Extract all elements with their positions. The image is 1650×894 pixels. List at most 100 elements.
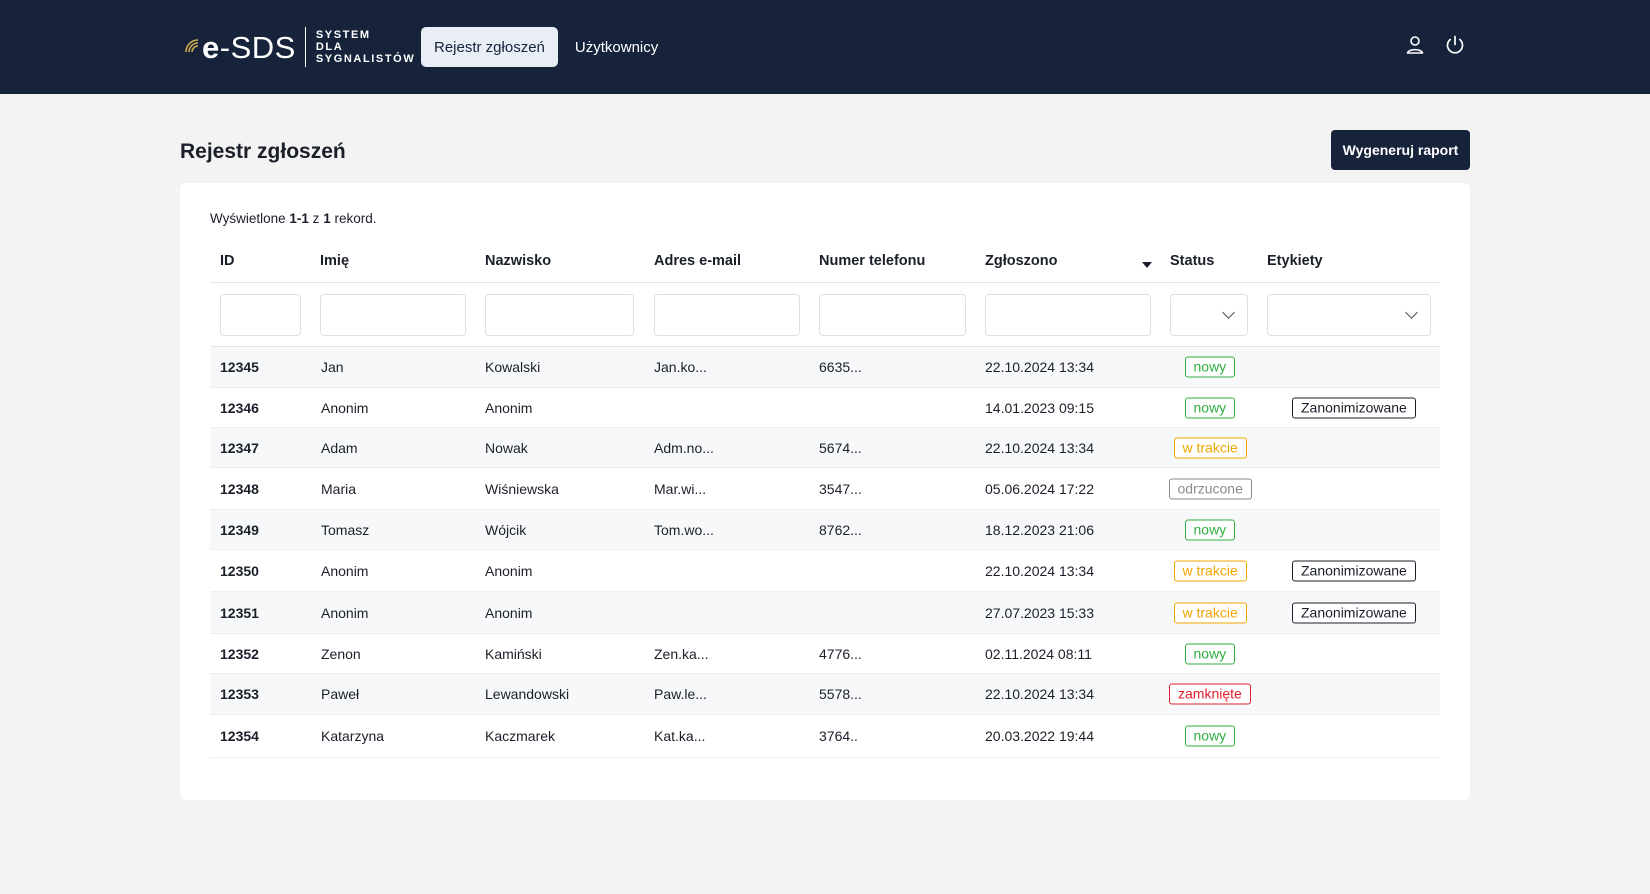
- row-last-name: Anonim: [485, 562, 533, 579]
- main-nav: Rejestr zgłoszeń Użytkownicy: [421, 27, 675, 67]
- table-row[interactable]: 12351 Anonim Anonim 27.07.2023 15:33 w trakc…: [210, 592, 1440, 634]
- table-row[interactable]: 12352 Zenon Kamiński Zen.ka... 4776... 02.11.…: [210, 634, 1440, 674]
- row-phone: 4776...: [819, 645, 862, 662]
- filter-email-input[interactable]: [654, 294, 800, 336]
- filter-phone-input[interactable]: [819, 294, 966, 336]
- top-icons: [1404, 34, 1466, 56]
- row-last-name: Anonim: [485, 604, 533, 621]
- records-summary: Wyświetlone 1-1 z 1 rekord.: [210, 211, 377, 226]
- filter-reported-input[interactable]: [985, 294, 1151, 336]
- top-bar: e-SDS SYSTEM DLA SYGNALISTÓW Rejestr zgł…: [0, 0, 1650, 94]
- status-badge: nowy: [1184, 519, 1236, 540]
- logo-subtitle: SYSTEM DLA SYGNALISTÓW: [315, 29, 416, 65]
- filter-last-name-input[interactable]: [485, 294, 634, 336]
- table-row[interactable]: 12353 Paweł Lewandowski Paw.le... 5578... 22.…: [210, 674, 1440, 715]
- row-reported-date: 18.12.2023 21:06: [985, 521, 1094, 538]
- generate-report-button[interactable]: Wygeneruj raport: [1331, 130, 1470, 170]
- status-badge: nowy: [1184, 397, 1236, 418]
- row-reported-date: 22.10.2024 13:34: [985, 439, 1094, 456]
- row-last-name: Kamiński: [485, 645, 542, 662]
- column-header-id[interactable]: ID: [220, 253, 235, 269]
- row-last-name: Anonim: [485, 399, 533, 416]
- table-row[interactable]: 12347 Adam Nowak Adm.no... 5674... 22.10.2024…: [210, 428, 1440, 468]
- nav-item-uzytkownicy[interactable]: Użytkownicy: [574, 38, 659, 56]
- row-first-name: Adam: [321, 439, 358, 456]
- row-id: 12349: [220, 521, 259, 538]
- row-reported-date: 20.03.2022 19:44: [985, 728, 1094, 744]
- row-last-name: Wójcik: [485, 521, 527, 538]
- row-last-name: Wiśniewska: [485, 480, 559, 497]
- signal-waves-icon: [185, 39, 199, 53]
- filter-id-input[interactable]: [220, 294, 301, 336]
- row-email: Kat.ka...: [654, 728, 706, 744]
- table-body: 12345 Jan Kowalski Jan.ko... 6635... 22.10.20…: [210, 347, 1440, 758]
- chevron-down-icon: [1222, 306, 1235, 319]
- records-card: Wyświetlone 1-1 z 1 rekord. ID Imię Nazw…: [180, 183, 1470, 800]
- row-id: 12353: [220, 686, 259, 702]
- status-badge: w trakcie: [1173, 560, 1247, 581]
- row-first-name: Zenon: [321, 645, 361, 662]
- row-phone: 6635...: [819, 359, 862, 375]
- user-icon[interactable]: [1404, 34, 1426, 56]
- row-reported-date: 22.10.2024 13:34: [985, 359, 1094, 375]
- row-id: 12354: [220, 728, 259, 744]
- table-row[interactable]: 12350 Anonim Anonim 22.10.2024 13:34 w trakc…: [210, 550, 1440, 592]
- row-reported-date: 14.01.2023 09:15: [985, 399, 1094, 416]
- column-header-tags[interactable]: Etykiety: [1267, 253, 1323, 269]
- row-email: Paw.le...: [654, 686, 707, 702]
- table-row[interactable]: 12348 Maria Wiśniewska Mar.wi... 3547... 05.0…: [210, 468, 1440, 510]
- sort-desc-icon[interactable]: [1142, 262, 1152, 268]
- status-badge: zamknięte: [1169, 683, 1251, 705]
- tag-badge: Zanonimizowane: [1292, 602, 1416, 623]
- row-phone: 5578...: [819, 686, 862, 702]
- row-email: Adm.no...: [654, 439, 714, 456]
- row-reported-date: 27.07.2023 15:33: [985, 604, 1094, 621]
- status-badge: nowy: [1184, 356, 1236, 378]
- row-first-name: Tomasz: [321, 521, 370, 538]
- row-last-name: Nowak: [485, 439, 528, 456]
- column-header-phone[interactable]: Numer telefonu: [819, 253, 926, 269]
- row-id: 12350: [220, 562, 259, 579]
- row-email: Zen.ka...: [654, 645, 709, 662]
- records-table: ID Imię Nazwisko Adres e-mail Numer tele…: [210, 245, 1440, 758]
- row-first-name: Anonim: [321, 562, 369, 579]
- row-last-name: Kaczmarek: [485, 728, 556, 744]
- row-last-name: Lewandowski: [485, 686, 570, 702]
- table-row[interactable]: 12345 Jan Kowalski Jan.ko... 6635... 22.10.20…: [210, 347, 1440, 388]
- column-header-status[interactable]: Status: [1170, 253, 1215, 269]
- row-id: 12347: [220, 439, 259, 456]
- row-id: 12346: [220, 399, 259, 416]
- column-header-reported[interactable]: Zgłoszono: [985, 253, 1058, 269]
- table-row[interactable]: 12349 Tomasz Wójcik Tom.wo... 8762... 18.12.2…: [210, 510, 1440, 550]
- filter-tags-select[interactable]: [1267, 294, 1431, 336]
- logo[interactable]: e-SDS SYSTEM DLA SYGNALISTÓW: [180, 27, 415, 67]
- table-row[interactable]: 12346 Anonim Anonim 14.01.2023 09:15 nowy Zan…: [210, 388, 1440, 428]
- logo-text: e-SDS: [202, 29, 296, 65]
- row-phone: 5674...: [819, 439, 862, 456]
- row-id: 12345: [220, 359, 259, 375]
- chevron-down-icon: [1405, 306, 1418, 319]
- table-row[interactable]: 12354 Katarzyna Kaczmarek Kat.ka... 3764.. 20…: [210, 715, 1440, 758]
- column-header-last-name[interactable]: Nazwisko: [485, 253, 552, 269]
- nav-item-rejestr[interactable]: Rejestr zgłoszeń: [421, 27, 558, 67]
- row-last-name: Kowalski: [485, 359, 541, 375]
- row-email: Mar.wi...: [654, 480, 707, 497]
- row-reported-date: 22.10.2024 13:34: [985, 686, 1094, 702]
- filter-first-name-input[interactable]: [320, 294, 466, 336]
- filter-row: [210, 283, 1440, 347]
- row-first-name: Anonim: [321, 604, 369, 621]
- page-title: Rejestr zgłoszeń: [180, 140, 346, 163]
- row-phone: 3764..: [819, 728, 858, 744]
- status-badge: w trakcie: [1173, 437, 1247, 458]
- column-header-first-name[interactable]: Imię: [320, 253, 350, 269]
- row-first-name: Paweł: [321, 686, 360, 702]
- row-reported-date: 22.10.2024 13:34: [985, 562, 1094, 579]
- row-first-name: Jan: [321, 359, 344, 375]
- column-header-email[interactable]: Adres e-mail: [654, 253, 742, 269]
- row-reported-date: 02.11.2024 08:11: [985, 645, 1092, 662]
- row-first-name: Anonim: [321, 399, 369, 416]
- row-id: 12351: [220, 604, 259, 621]
- row-reported-date: 05.06.2024 17:22: [985, 480, 1094, 497]
- filter-status-select[interactable]: [1170, 294, 1248, 336]
- power-icon[interactable]: [1444, 34, 1466, 56]
